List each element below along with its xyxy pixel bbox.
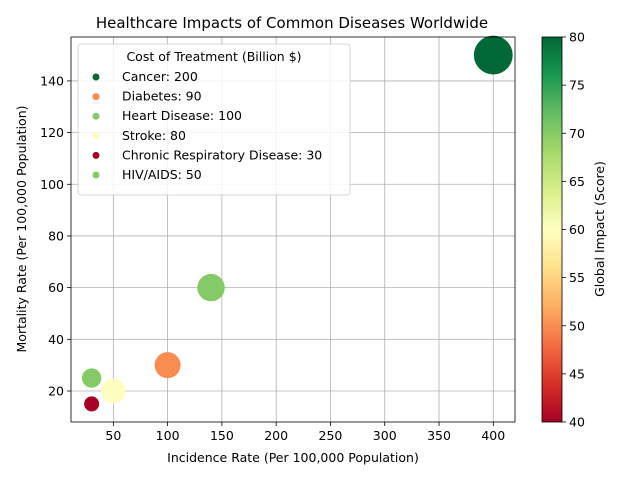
y-tick-label: 140 — [40, 73, 64, 88]
data-point — [101, 378, 126, 404]
colorbar-tick-label: 80 — [569, 30, 585, 45]
legend-entry-label: HIV/AIDS: 50 — [122, 167, 202, 182]
legend-marker — [92, 151, 100, 159]
x-tick-label: 100 — [156, 428, 180, 443]
colorbar-tick-label: 45 — [569, 366, 585, 381]
data-point — [84, 396, 100, 412]
y-axis-label: Mortality Rate (Per 100,000 Population) — [14, 106, 29, 353]
legend-entry-label: Heart Disease: 100 — [122, 108, 242, 123]
legend-marker — [92, 171, 100, 179]
colorbar-tick-label: 70 — [569, 126, 585, 141]
colorbar-tick-label: 50 — [569, 318, 585, 333]
plot-frame — [70, 36, 516, 423]
y-tick-label: 120 — [40, 125, 64, 140]
colorbar-tick-label: 65 — [569, 174, 585, 189]
y-tick-label: 20 — [48, 383, 64, 398]
legend-marker — [92, 93, 100, 101]
y-tick-label: 80 — [48, 228, 64, 243]
legend-entry-label: Chronic Respiratory Disease: 30 — [122, 147, 322, 162]
y-tick-label: 40 — [48, 332, 64, 347]
legend-marker — [92, 132, 100, 140]
legend-items: Cancer: 200 Diabetes: 90 Heart Disease: 10… — [92, 69, 322, 182]
data-points — [81, 35, 513, 412]
legend-entry-label: Diabetes: 90 — [122, 89, 202, 104]
legend-entry-label: Stroke: 80 — [122, 128, 186, 143]
data-point — [197, 273, 225, 302]
y-tick-label: 100 — [40, 177, 64, 192]
colorbar-gradient — [541, 36, 563, 423]
x-tick-label: 150 — [210, 428, 234, 443]
colorbar-tick-label: 55 — [569, 270, 585, 285]
x-tick-label: 300 — [373, 428, 397, 443]
legend: Cost of Treatment (Billion $) Cancer: 20… — [77, 43, 351, 196]
colorbar-tick-label: 60 — [569, 222, 585, 237]
legend-marker — [92, 112, 100, 120]
legend-box — [77, 43, 351, 196]
data-point — [81, 368, 102, 388]
colorbar-label: Global Impact (Score) — [592, 161, 607, 297]
colorbar-ticks: 40 45 50 55 60 65 70 75 80 — [562, 30, 585, 430]
x-tick-label: 200 — [264, 428, 288, 443]
x-tick-label: 250 — [319, 428, 343, 443]
legend-marker — [92, 73, 100, 81]
y-axis-ticks: 20 40 60 80 100 120 140 — [40, 73, 71, 398]
legend-entry-label: Cancer: 200 — [122, 69, 198, 84]
data-point — [154, 352, 181, 379]
legend-title: Cost of Treatment (Billion $) — [126, 49, 301, 64]
colorbar-tick-label: 75 — [569, 78, 585, 93]
colorbar: 40 45 50 55 60 65 70 75 80 Global Impact (Score) — [541, 30, 607, 430]
chart-title: Healthcare Impacts of Common Diseases Wo… — [96, 14, 488, 32]
x-axis-label: Incidence Rate (Per 100,000 Population) — [167, 450, 419, 465]
y-tick-label: 60 — [48, 280, 64, 295]
x-tick-label: 50 — [105, 428, 121, 443]
x-tick-label: 400 — [481, 428, 505, 443]
x-axis-ticks: 50 100 150 200 250 300 350 400 — [105, 422, 505, 443]
colorbar-tick-label: 40 — [569, 415, 585, 430]
x-tick-label: 350 — [427, 428, 451, 443]
data-point — [473, 35, 513, 75]
